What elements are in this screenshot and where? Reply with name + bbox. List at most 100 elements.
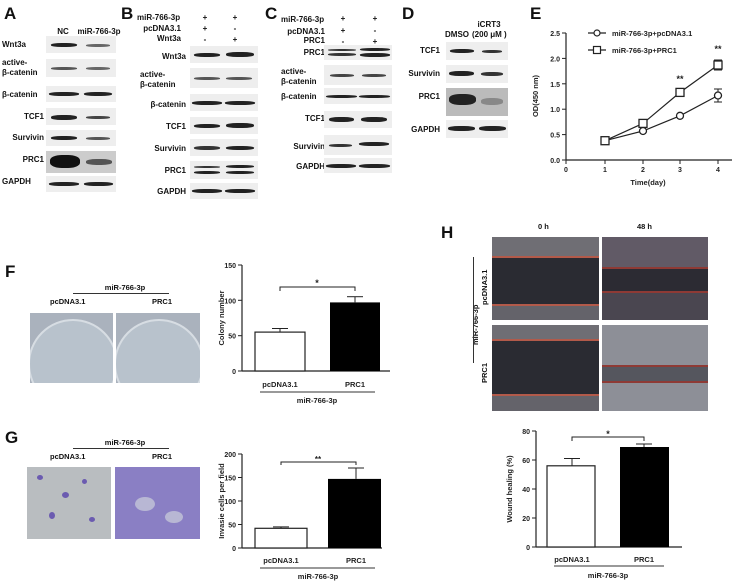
x-axis-label: Time(day) [630, 178, 666, 187]
colony-bar-chart: 0 50 100 150 Colony number * pcDNA3.1 PR… [217, 263, 390, 405]
y-tick: 1.5 [550, 82, 560, 89]
blot-prc1 [46, 151, 116, 173]
row-label-gapdh: GAPDH [157, 187, 186, 196]
blot-prc1 [446, 88, 508, 116]
row-label-gapdh: GAPDH [296, 162, 325, 171]
row-label-bcatenin: β-catenin [281, 92, 317, 101]
x-tick: PRC1 [346, 556, 366, 565]
cond-value: + [202, 24, 208, 33]
cond-value: + [202, 13, 208, 22]
cond-value: - [373, 26, 377, 35]
row-label-active: active- [2, 58, 28, 67]
group-line [473, 257, 474, 363]
group-line [73, 293, 169, 294]
y-tick: 2.0 [550, 56, 560, 63]
y-tick: 100 [224, 298, 236, 305]
column-label-mir: miR-766-3p [77, 27, 121, 36]
y-tick: 150 [224, 476, 236, 483]
condition-wnt3a: Wnt3a [157, 34, 181, 43]
row-label-active-bcat: β-catenin [2, 68, 38, 77]
row-label-prc1: PRC1 [303, 48, 325, 57]
row-label-survivin: Survivin [154, 144, 186, 153]
condition-prc1: PRC1 [303, 36, 325, 45]
image-label-prc1: PRC1 [152, 452, 173, 461]
legend-label: miR-766-3p+pcDNA3.1 [612, 29, 692, 38]
significance-mark: * [606, 429, 610, 439]
blot-prc1 [190, 161, 258, 179]
significance-mark: ** [315, 455, 322, 464]
condition-pcdna: pcDNA3.1 [287, 27, 325, 36]
panel-label-e: E [530, 4, 542, 23]
column-label-dmso: DMSO [445, 30, 469, 39]
y-tick: 150 [224, 263, 236, 270]
cond-value: - [341, 37, 345, 46]
panel-label-g: G [5, 428, 19, 447]
y-axis-label: Wound healing (%) [505, 455, 514, 523]
x-tick: 2 [641, 167, 645, 174]
y-axis-label: Colony number [217, 290, 226, 345]
cond-value: + [372, 14, 378, 23]
row-label-gapdh: GAPDH [411, 125, 440, 134]
bar-pcdna [254, 331, 306, 372]
row-label-prc1: PRC1 [418, 92, 440, 101]
row-label-tcf1: TCF1 [305, 114, 325, 123]
panel-label-a: A [4, 4, 17, 23]
x-group-label: miR-766-3p [297, 396, 338, 405]
y-tick: 40 [522, 487, 530, 494]
y-tick: 1.0 [550, 107, 560, 114]
blot-survivin [324, 135, 392, 155]
x-group-label: miR-766-3p [588, 571, 629, 580]
y-tick: 0.5 [550, 133, 560, 140]
panel-label-b: B [121, 4, 134, 23]
image-label-prc1: PRC1 [152, 297, 173, 306]
y-tick: 50 [228, 523, 236, 530]
bar-pcdna [546, 465, 596, 548]
blot-gapdh [446, 120, 508, 138]
condition-mir: miR-766-3p [281, 15, 325, 24]
y-tick: 80 [522, 429, 530, 436]
y-tick: 0.0 [550, 158, 560, 165]
significance-mark: ** [676, 74, 684, 84]
cond-value: + [340, 26, 346, 35]
row-label-prc1: PRC1 [22, 155, 44, 164]
row-label-prc1: PRC1 [164, 166, 186, 175]
chart-legend: miR-766-3p+pcDNA3.1 miR-766-3p+PRC1 [588, 29, 692, 55]
cond-value: + [232, 13, 238, 22]
panel-label-f: F [5, 262, 16, 281]
bar-prc1 [330, 302, 380, 371]
x-tick: pcDNA3.1 [262, 380, 297, 389]
wound-image-pcdna-0h [492, 237, 599, 320]
blot-gapdh [46, 176, 116, 192]
row-label-active: active- [281, 67, 307, 76]
row-label-wnt3a: Wnt3a [2, 40, 26, 49]
x-tick: 0 [564, 167, 568, 174]
y-axis-label: OD(450 nm) [531, 74, 540, 117]
row-label-tcf1: TCF1 [24, 112, 44, 121]
blot-survivin [446, 65, 508, 83]
condition-pcdna: pcDNA3.1 [143, 24, 181, 33]
condition-mir: miR-766-3p [137, 13, 181, 22]
blot-tcf1 [46, 108, 116, 125]
blot-tcf1 [324, 111, 392, 128]
row-label-bcatenin: β-catenin [150, 100, 186, 109]
group-line [73, 448, 169, 449]
row-label-prc1: PRC1 [480, 362, 489, 383]
significance-mark: ** [714, 44, 722, 54]
x-tick: pcDNA3.1 [554, 555, 589, 564]
invasion-bar-chart: 0 50 100 150 200 Invasie cells per field… [217, 452, 382, 581]
panel-label-h: H [441, 223, 454, 242]
row-label-survivin: Survivin [408, 69, 440, 78]
row-label-active-bcat: β-catenin [281, 77, 317, 86]
y-tick: 100 [224, 499, 236, 506]
y-tick: 200 [224, 452, 236, 459]
blot-active-bcatenin [46, 59, 116, 77]
wound-bar-chart: 0 20 40 60 80 Wound healing (%) * pcDNA3… [505, 429, 682, 580]
x-tick: 3 [678, 167, 682, 174]
row-label-tcf1: TCF1 [420, 46, 440, 55]
y-tick: 0 [232, 369, 236, 376]
wound-image-pcdna-48h [602, 237, 708, 320]
column-label-dose: (200 μM ) [472, 30, 507, 39]
x-tick: 1 [603, 167, 607, 174]
blot-survivin [46, 130, 116, 146]
row-label-bcatenin: β-catenin [2, 90, 38, 99]
